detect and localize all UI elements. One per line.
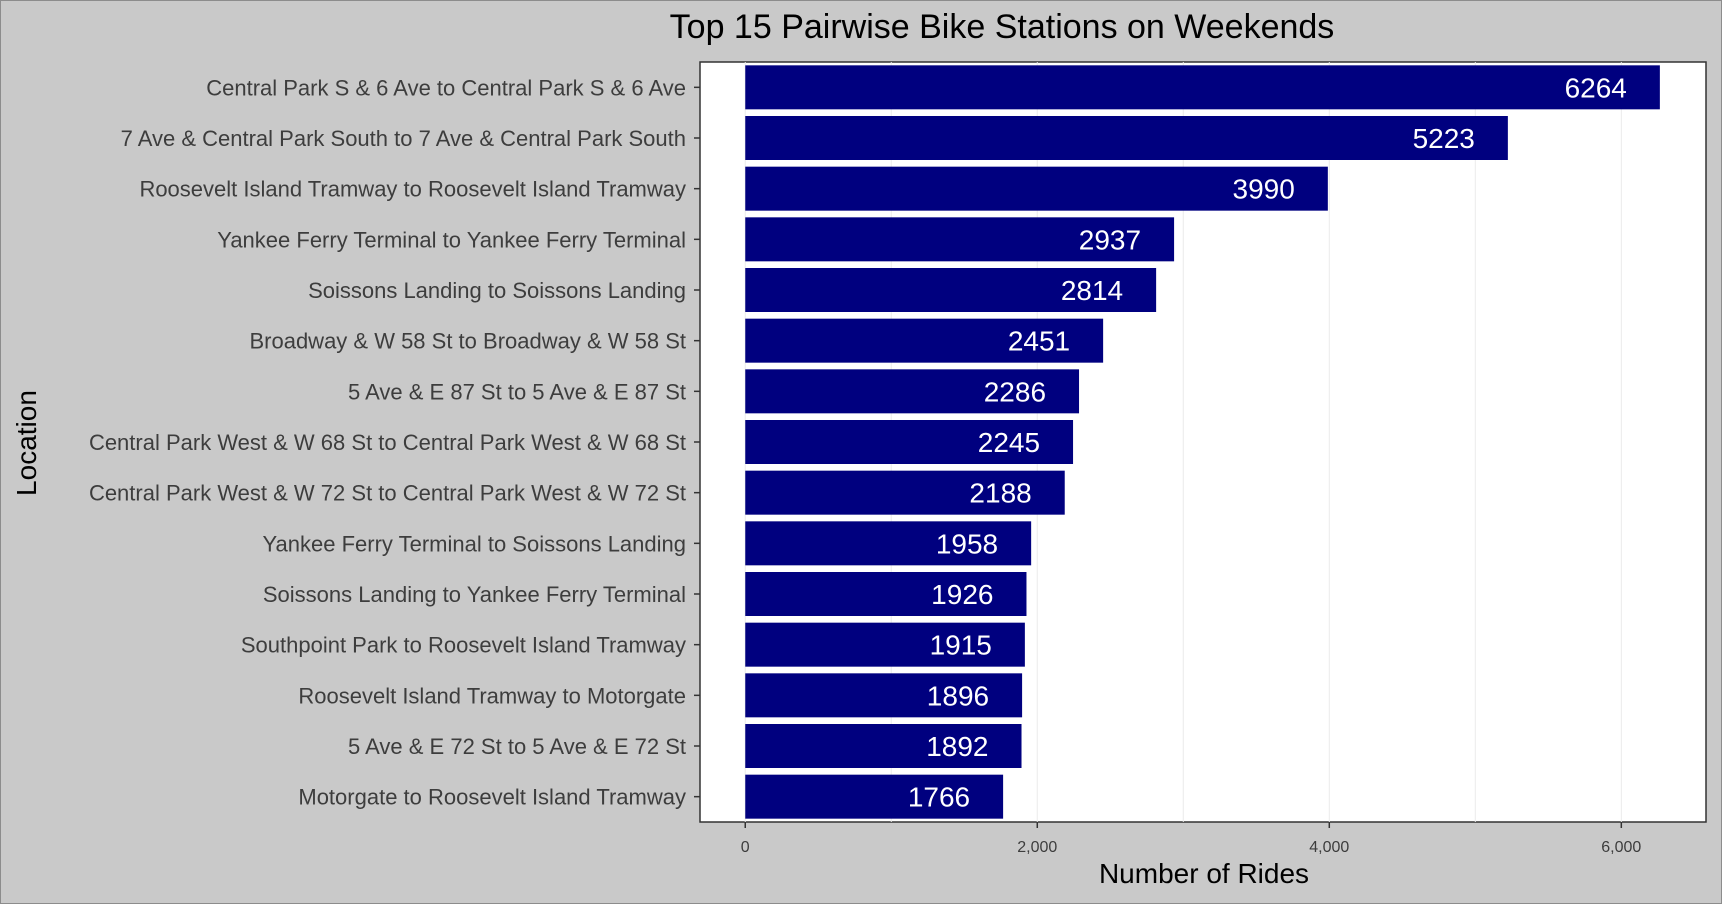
y-tick-label: Yankee Ferry Terminal to Soissons Landin… bbox=[262, 531, 686, 556]
y-axis: Central Park S & 6 Ave to Central Park S… bbox=[89, 75, 700, 810]
bar bbox=[745, 318, 1104, 363]
x-axis: 0 2,000 4,000 6,000 bbox=[741, 822, 1641, 856]
x-axis-title: Number of Rides bbox=[1099, 858, 1309, 889]
y-tick-label: Roosevelt Island Tramway to Motorgate bbox=[298, 683, 686, 708]
chart-title: Top 15 Pairwise Bike Stations on Weekend… bbox=[670, 8, 1335, 46]
bar bbox=[745, 65, 1660, 110]
bar-value-label: 2451 bbox=[1008, 326, 1070, 357]
bar bbox=[745, 116, 1508, 160]
x-tick-label: 2,000 bbox=[1017, 839, 1057, 856]
bar-value-label: 1892 bbox=[926, 731, 988, 762]
bar-value-label: 1766 bbox=[908, 782, 970, 813]
y-tick-label: Central Park West & W 68 St to Central P… bbox=[89, 430, 686, 455]
bar-value-label: 5223 bbox=[1413, 123, 1475, 154]
bar bbox=[745, 673, 1023, 718]
y-tick-label: Central Park West & W 72 St to Central P… bbox=[89, 481, 686, 506]
bar bbox=[745, 166, 1328, 211]
bar-value-label: 2286 bbox=[984, 376, 1046, 407]
bar bbox=[745, 622, 1025, 667]
bar-value-label: 2188 bbox=[969, 478, 1031, 509]
bar bbox=[745, 268, 1157, 312]
bar bbox=[745, 724, 1022, 768]
y-tick-label: Central Park S & 6 Ave to Central Park S… bbox=[206, 75, 686, 100]
y-tick-label: 5 Ave & E 72 St to 5 Ave & E 72 St bbox=[348, 734, 686, 759]
bar-value-label: 2937 bbox=[1079, 224, 1141, 255]
bar-value-label: 1926 bbox=[931, 579, 993, 610]
bar bbox=[745, 217, 1175, 262]
bar-value-label: 1915 bbox=[930, 630, 992, 661]
bar bbox=[745, 572, 1027, 616]
bar bbox=[745, 470, 1065, 515]
bar bbox=[745, 774, 1004, 819]
x-tick-label: 4,000 bbox=[1309, 839, 1349, 856]
bar-value-label: 1958 bbox=[936, 528, 998, 559]
y-tick-label: Yankee Ferry Terminal to Yankee Ferry Te… bbox=[217, 227, 686, 252]
y-tick-label: Soissons Landing to Soissons Landing bbox=[308, 278, 686, 303]
x-tick-label: 0 bbox=[741, 839, 750, 856]
y-tick-label: Broadway & W 58 St to Broadway & W 58 St bbox=[249, 329, 686, 354]
bar-value-label: 6264 bbox=[1565, 72, 1627, 103]
bar-value-label: 1896 bbox=[927, 680, 989, 711]
y-tick-label: Southpoint Park to Roosevelt Island Tram… bbox=[241, 633, 686, 658]
bar bbox=[745, 521, 1032, 566]
y-tick-label: Motorgate to Roosevelt Island Tramway bbox=[298, 785, 686, 810]
y-tick-label: Soissons Landing to Yankee Ferry Termina… bbox=[263, 582, 686, 607]
y-tick-label: 7 Ave & Central Park South to 7 Ave & Ce… bbox=[121, 126, 686, 151]
y-axis-title: Location bbox=[11, 390, 42, 496]
y-tick-label: 5 Ave & E 87 St to 5 Ave & E 87 St bbox=[348, 379, 686, 404]
bar-value-label: 3990 bbox=[1233, 174, 1295, 205]
x-tick-label: 6,000 bbox=[1601, 839, 1641, 856]
bar-value-label: 2814 bbox=[1061, 275, 1123, 306]
bars-layer: 6264 5223 3990 2937 2814 2451 2286 2245 2188 1958… bbox=[745, 65, 1660, 819]
y-tick-label: Roosevelt Island Tramway to Roosevelt Is… bbox=[139, 177, 686, 202]
bar bbox=[745, 369, 1080, 414]
bar bbox=[745, 420, 1074, 464]
bar-value-label: 2245 bbox=[978, 427, 1040, 458]
